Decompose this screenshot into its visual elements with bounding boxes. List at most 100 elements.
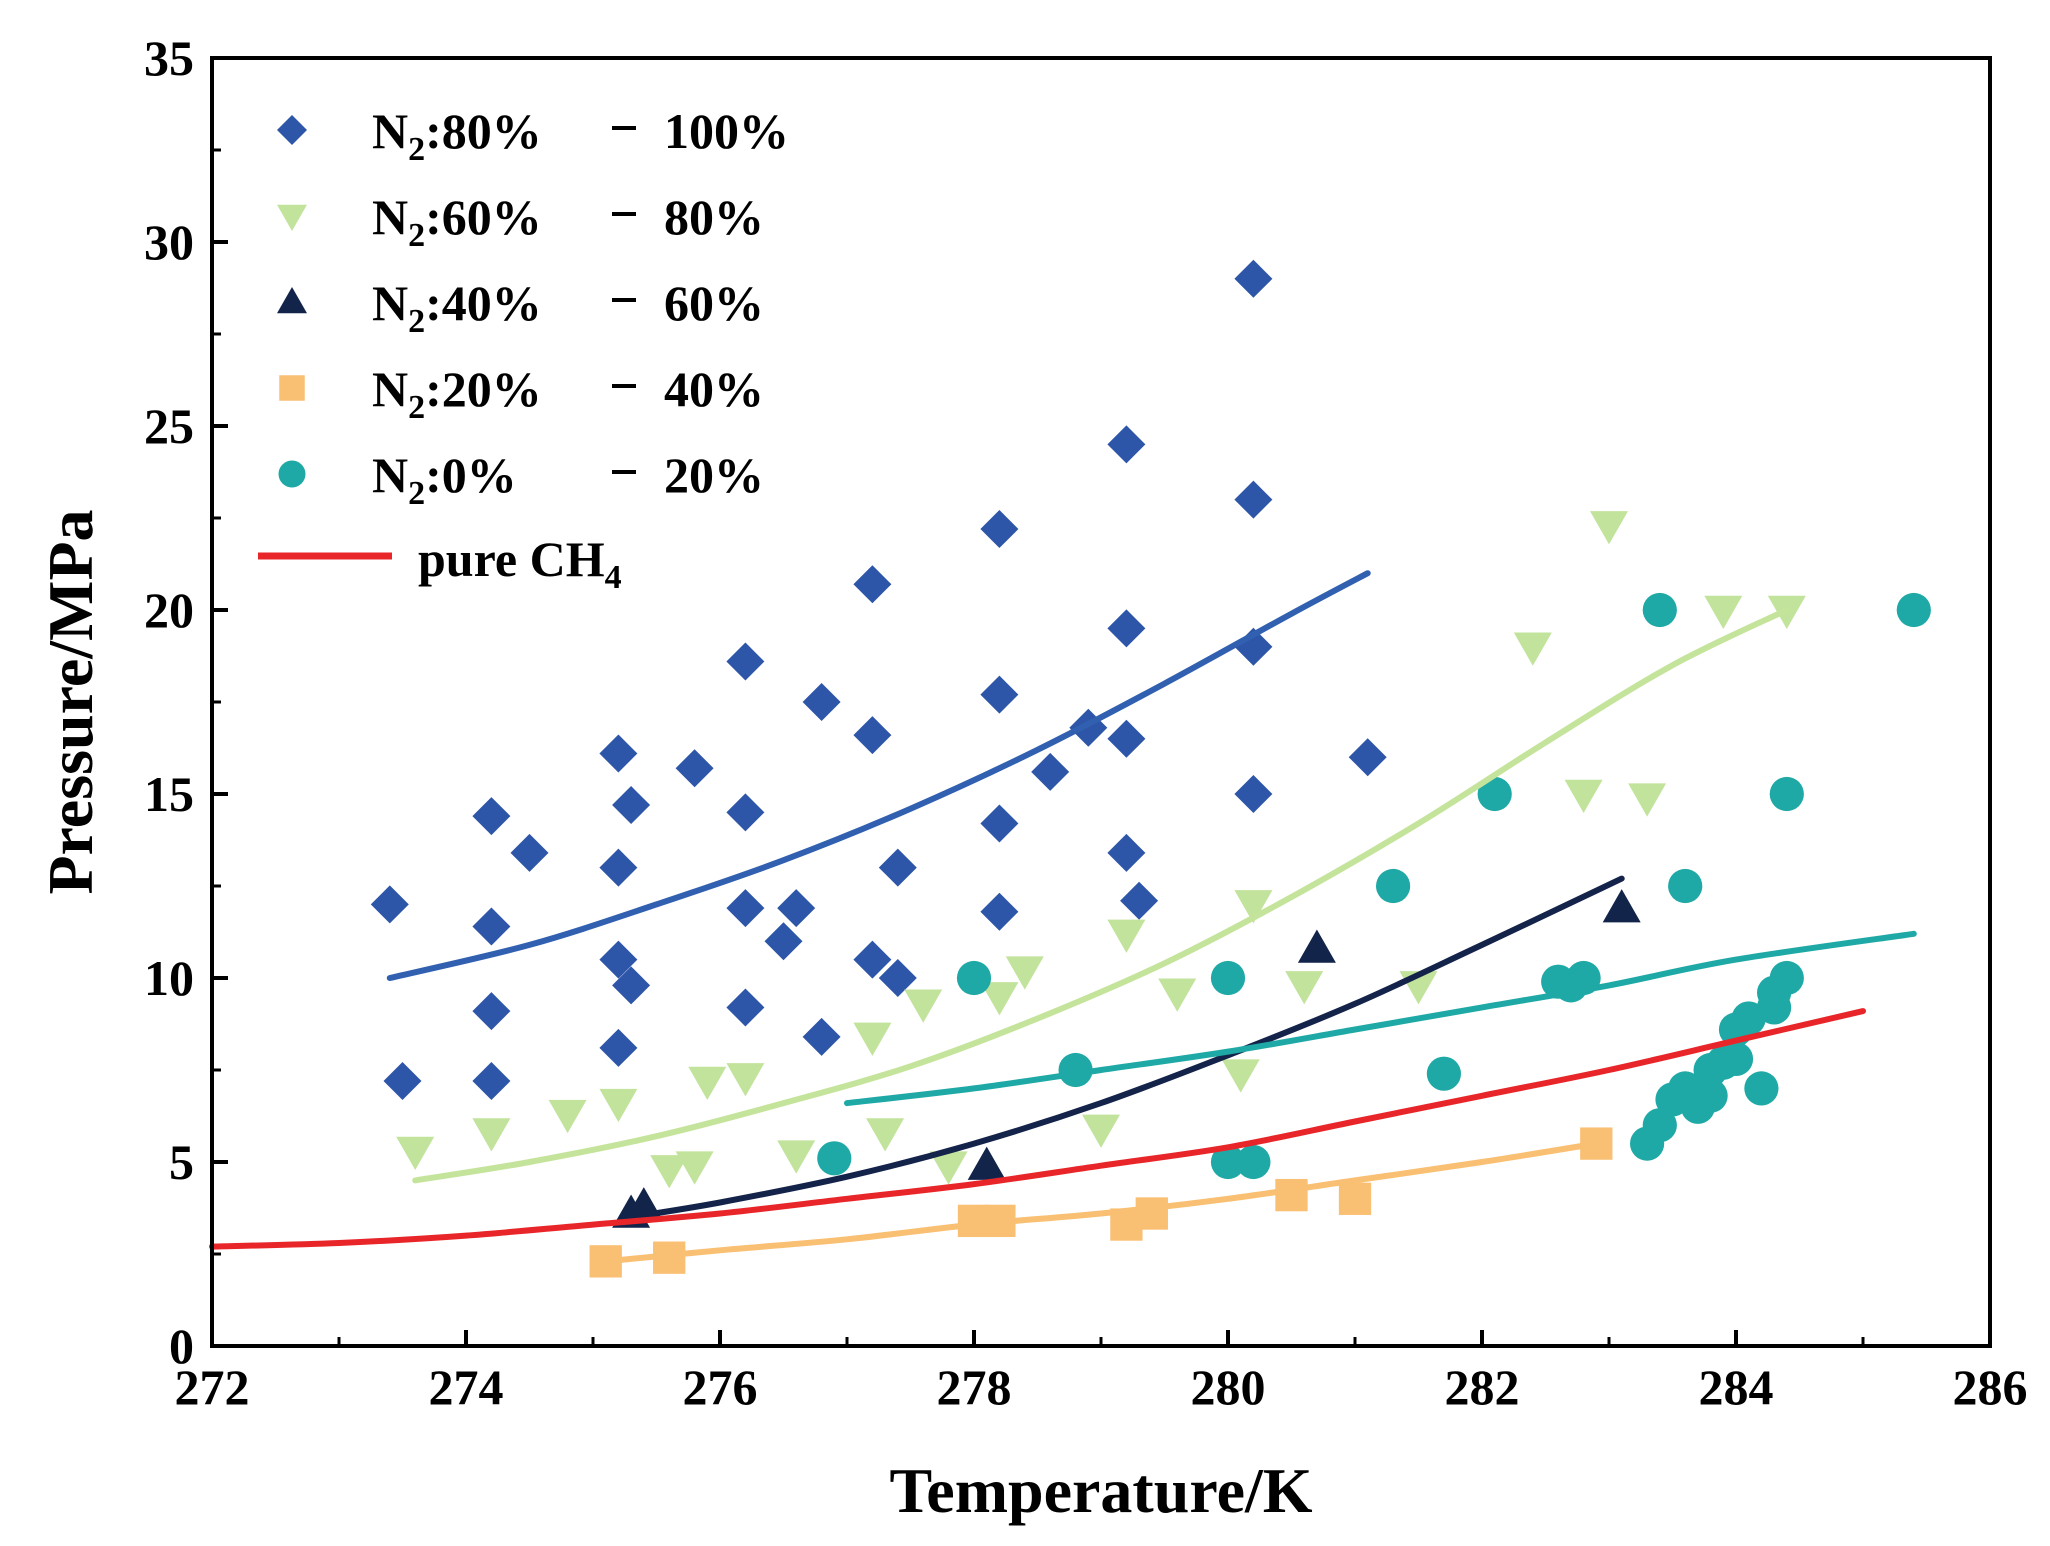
data-point [878,959,917,997]
y-tick-label: 20 [144,582,194,638]
data-point [726,1063,765,1097]
data-point [1236,1144,1271,1180]
y-tick-label: 35 [144,30,194,86]
data-point [980,892,1019,931]
data-point [1718,1041,1754,1077]
data-point [726,642,765,681]
data-point [1628,783,1667,817]
x-tick-label: 280 [1191,1359,1266,1415]
series-n2_20-points [589,1127,1613,1278]
legend-range-label: 100% [664,103,789,159]
legend-label: N2:20% [372,361,542,426]
data-point [956,960,992,996]
legend: N2:80% 100%N2:60% 80%N2:40% 60%N2:20% 40%N2:… [258,103,789,596]
data-point [1107,425,1146,464]
legend-marker [277,204,307,231]
data-point [726,889,765,928]
data-point [980,804,1019,843]
data-point [1005,956,1044,990]
y-tick-label: 30 [144,214,194,270]
data-point [612,966,651,1005]
data-point [675,749,714,788]
data-point [817,1141,852,1176]
legend-range-label: 20% [664,447,764,503]
data-point [1107,719,1146,758]
legend-range-label: 80% [664,189,764,245]
data-point [980,982,1019,1016]
x-tick-label: 276 [683,1359,758,1415]
data-point [1896,592,1931,628]
data-point [599,1088,638,1123]
data-point [599,940,638,979]
series-n2_60-curve [412,607,1790,1184]
data-point [777,1140,816,1174]
series-n2_0-curve [844,930,1917,1107]
x-tick-label: 284 [1699,1359,1774,1415]
data-point [472,907,511,946]
data-point [1221,1059,1260,1093]
data-point [1158,978,1197,1012]
data-point [853,940,892,979]
legend-marker [279,375,305,401]
data-point [1590,511,1628,545]
x-tick-label: 278 [937,1359,1012,1415]
series-n2_40-points [612,889,1641,1228]
legend-range-label: 60% [664,275,764,331]
data-point [472,797,511,836]
plot-area [209,259,1931,1278]
pure-ch4-curve [209,1008,1866,1250]
series-n2_40-curve [628,875,1625,1221]
x-tick-label: 286 [1953,1359,2028,1415]
y-tick-label: 10 [144,950,194,1006]
data-point [1058,1052,1093,1088]
data-point [866,1118,905,1152]
data-point [599,734,638,773]
data-point [929,1151,968,1185]
data-point [1744,1071,1779,1106]
data-point [548,1099,587,1134]
data-point [1348,738,1387,777]
data-point [1642,592,1677,628]
data-point [1285,971,1324,1005]
data-point [1376,868,1411,904]
data-point [1564,779,1603,813]
data-point [510,833,549,872]
series-n2_20-curve [602,1140,1600,1265]
data-point [396,1136,435,1170]
legend-item-n2_40: N2:40% 60% [277,275,764,340]
axes: 272 274 276 278 280 282 284 286 0 5 10 15 20 25 30 35 [144,30,2028,1415]
x-tick-label: 272 [175,1359,250,1415]
data-point [980,675,1019,714]
data-point [1668,868,1703,904]
legend-item-n2_60: N2:60% 80% [277,189,764,254]
data-point [853,716,892,755]
y-tick-label: 0 [169,1318,194,1374]
data-point [370,885,409,924]
data-point [1107,833,1146,872]
data-point [1297,929,1336,963]
series-n2_60-points [396,511,1806,1189]
data-point [383,1062,422,1101]
y-tick-label: 5 [169,1134,194,1190]
legend-label: N2:0% [372,447,517,512]
data-point [1107,919,1146,953]
legend-marker [277,287,307,314]
data-point [472,992,511,1031]
data-point [472,1062,511,1101]
x-axis-title: Temperature/K [889,1455,1312,1526]
legend-item-n2_0: N2:0% 20% [278,447,764,512]
data-point [764,922,803,961]
y-tick-label: 25 [144,398,194,454]
data-point [726,793,765,832]
data-point [1769,776,1804,812]
data-point [1234,775,1273,813]
data-point [1338,1182,1372,1215]
data-point [1120,881,1159,920]
data-point [1031,752,1070,791]
legend-label: N2:80% [372,103,542,168]
legend-label: pure CH4 [418,531,622,596]
data-point [650,1155,689,1189]
data-point [1769,960,1804,996]
